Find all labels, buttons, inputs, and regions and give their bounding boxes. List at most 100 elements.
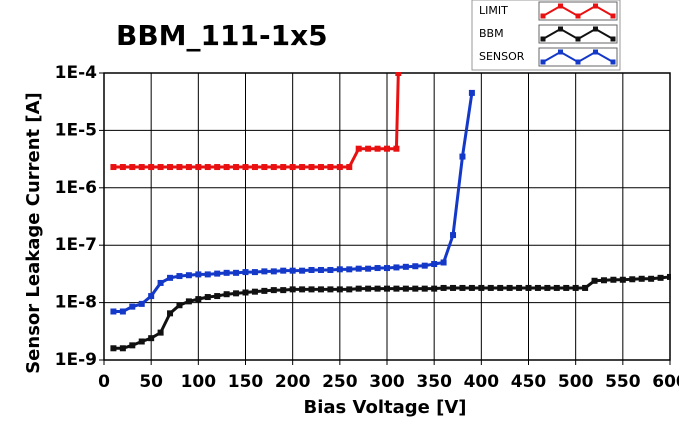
x-tick-label: 550: [605, 372, 641, 392]
point: [204, 271, 211, 278]
legend-marker: [593, 49, 598, 55]
point: [365, 145, 372, 152]
point: [261, 287, 268, 294]
series: [110, 273, 671, 352]
point: [563, 284, 570, 291]
point: [299, 164, 306, 171]
point: [214, 293, 221, 300]
point: [421, 285, 428, 292]
point: [600, 277, 607, 284]
point: [167, 310, 174, 317]
point: [365, 265, 372, 272]
point: [148, 293, 155, 300]
point: [384, 145, 390, 152]
point: [421, 262, 428, 269]
x-tick-label: 0: [98, 372, 110, 392]
point: [468, 284, 475, 291]
point: [591, 277, 598, 284]
legend-marker: [593, 3, 598, 9]
point: [195, 296, 202, 303]
point: [648, 275, 655, 282]
point: [223, 291, 230, 298]
x-tick-label: 350: [416, 372, 452, 392]
legend-label: LIMIT: [479, 4, 508, 17]
point: [355, 285, 362, 292]
point: [148, 164, 155, 171]
point: [327, 164, 334, 171]
legend-marker: [540, 59, 546, 65]
legend-marker: [575, 36, 581, 42]
point: [280, 287, 287, 294]
point: [395, 72, 402, 76]
x-tick-label: 50: [139, 372, 163, 392]
point: [280, 267, 287, 274]
point: [506, 284, 513, 291]
series: [110, 89, 475, 315]
point: [242, 269, 249, 276]
plot-frame: [103, 72, 671, 361]
point: [157, 164, 164, 171]
y-axis-label: Sensor Leakage Current [A]: [23, 92, 44, 374]
point: [261, 164, 268, 171]
point: [619, 276, 626, 283]
point: [534, 284, 541, 291]
x-tick-label: 150: [228, 372, 264, 392]
point: [336, 286, 343, 293]
point: [185, 298, 192, 305]
x-tick-label: 200: [275, 372, 311, 392]
point: [157, 329, 164, 336]
y-tick-label: 1E-6: [55, 178, 97, 198]
y-tick-label: 1E-7: [55, 235, 97, 255]
point: [402, 263, 409, 270]
point: [384, 265, 390, 272]
point: [544, 284, 551, 291]
point: [412, 285, 419, 292]
point: [393, 264, 400, 271]
x-axis-label: Bias Voltage [V]: [304, 397, 467, 418]
point: [233, 269, 240, 276]
legend-marker: [558, 26, 563, 32]
point: [450, 232, 457, 239]
legend-label: BBM: [479, 27, 504, 40]
point: [553, 284, 560, 291]
point: [657, 274, 664, 281]
y-tick-label: 1E-8: [55, 293, 97, 313]
point: [195, 164, 202, 171]
y-tick-label: 1E-9: [55, 350, 97, 370]
point: [572, 284, 579, 291]
point: [204, 294, 211, 301]
point: [223, 164, 230, 171]
x-tick-label: 450: [511, 372, 547, 392]
point: [402, 285, 409, 292]
point: [299, 286, 306, 293]
point: [346, 286, 353, 293]
point: [487, 284, 494, 291]
point: [336, 266, 343, 273]
point: [138, 338, 145, 345]
point: [299, 267, 306, 274]
y-tick-label: 1E-4: [55, 63, 97, 83]
point: [270, 164, 277, 171]
point: [167, 164, 174, 171]
point: [497, 284, 504, 291]
legend-marker: [610, 59, 616, 65]
legend-marker: [593, 26, 598, 32]
point: [440, 259, 447, 266]
point: [468, 89, 475, 96]
legend-label: SENSOR: [479, 50, 525, 63]
point: [242, 164, 249, 171]
point: [289, 164, 296, 171]
point: [582, 284, 589, 291]
point: [176, 273, 183, 280]
point: [355, 265, 362, 272]
point: [525, 284, 532, 291]
x-tick-label: 250: [322, 372, 358, 392]
legend-marker: [558, 3, 563, 9]
point: [110, 345, 117, 352]
point: [327, 266, 334, 273]
point: [110, 308, 117, 315]
point: [138, 164, 145, 171]
point: [336, 164, 343, 171]
legend-marker: [540, 36, 546, 42]
point: [119, 164, 126, 171]
